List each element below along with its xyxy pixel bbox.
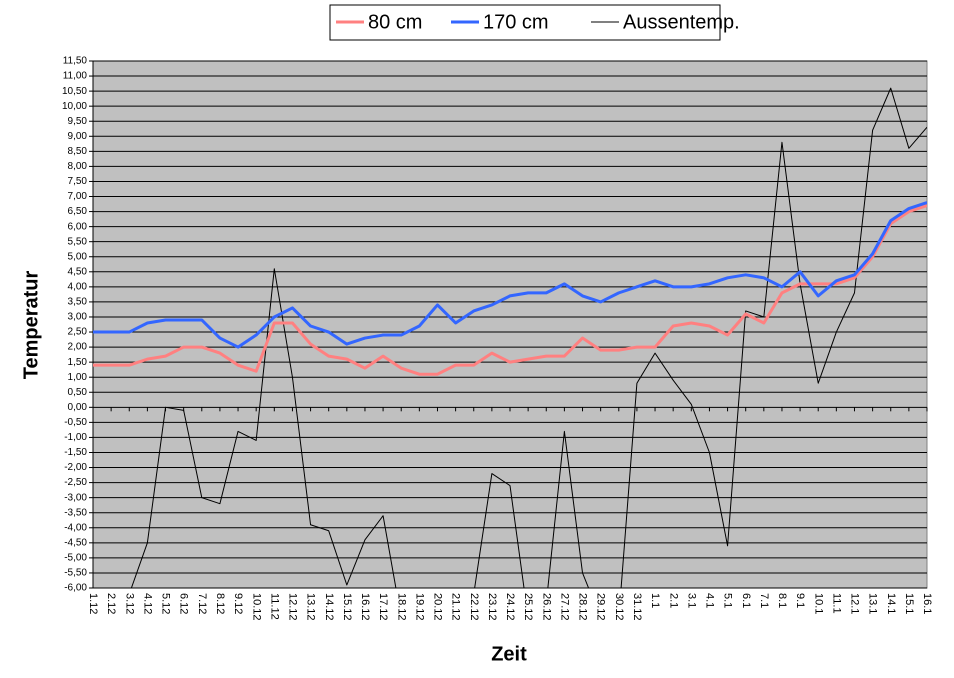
x-tick-label: 16.12	[359, 593, 371, 621]
y-tick-label: -1,50	[64, 447, 87, 458]
y-tick-label: -6,00	[64, 583, 87, 594]
y-tick-label: 8,50	[68, 146, 88, 157]
x-tick-label: 3.12	[123, 593, 135, 614]
x-tick-label: 18.12	[395, 593, 407, 621]
y-tick-label: 4,00	[68, 281, 88, 292]
x-tick-label: 6.1	[740, 593, 752, 608]
x-tick-label: 6.12	[178, 593, 190, 614]
y-tick-label: -3,00	[64, 492, 87, 503]
x-tick-label: 3.1	[685, 593, 697, 608]
series-line	[93, 204, 927, 376]
x-tick-label: 13.1	[867, 593, 879, 614]
y-tick-label: 2,00	[68, 342, 88, 353]
legend-label: Aussentemp.	[623, 11, 740, 33]
y-tick-label: 10,00	[62, 101, 87, 112]
y-tick-label: -4,50	[64, 537, 87, 548]
x-tick-label: 4.1	[704, 593, 716, 608]
x-tick-label: 24.12	[504, 593, 516, 621]
x-tick-label: 11.12	[268, 593, 280, 620]
y-tick-label: 2,50	[68, 327, 88, 338]
y-tick-label: -3,50	[64, 507, 87, 518]
y-tick-label: 7,00	[68, 191, 88, 202]
y-tick-label: 6,00	[68, 221, 88, 232]
series-line	[93, 201, 927, 349]
x-tick-label: 22.12	[468, 593, 480, 621]
x-tick-label: 7.12	[196, 593, 208, 614]
x-tick-label: 21.12	[450, 593, 462, 621]
plot-area	[92, 60, 928, 589]
y-tick-label: -4,00	[64, 522, 87, 533]
x-tick-label: 10.1	[812, 593, 824, 614]
y-tick-label: 3,00	[68, 312, 88, 323]
x-tick-label: 4.12	[141, 593, 153, 614]
y-axis-title: Temperatur	[20, 271, 42, 380]
x-tick-label: 16.1	[921, 593, 933, 614]
series-line	[130, 87, 927, 588]
y-tick-label: -2,50	[64, 477, 87, 488]
x-tick-label: 28.12	[577, 593, 589, 621]
legend-box	[329, 4, 721, 41]
x-tick-label: 11.1	[830, 593, 842, 614]
y-tick-label: 0,50	[68, 387, 88, 398]
y-tick-label: -5,00	[64, 553, 87, 564]
y-tick-label: 1,00	[68, 372, 88, 383]
y-tick-label: 11,00	[63, 71, 88, 82]
y-tick-label: -5,50	[64, 568, 87, 579]
y-tick-label: -2,00	[64, 462, 87, 473]
x-tick-label: 23.12	[486, 593, 498, 621]
legend-label: 80 cm	[368, 11, 422, 33]
x-tick-label: 13.12	[305, 593, 317, 621]
x-tick-label: 5.12	[160, 593, 172, 614]
x-tick-label: 2.1	[667, 593, 679, 608]
x-tick-label: 30.12	[613, 593, 625, 621]
x-tick-label: 9.12	[232, 593, 244, 614]
x-tick-label: 5.1	[722, 593, 734, 608]
y-tick-label: 0,00	[68, 402, 88, 413]
x-tick-label: 15.1	[903, 593, 915, 614]
x-tick-label: 8.12	[214, 593, 226, 614]
x-tick-label: 8.1	[776, 593, 788, 608]
y-tick-label: 3,50	[68, 297, 88, 308]
y-tick-label: 9,00	[68, 131, 88, 142]
x-tick-label: 31.12	[631, 593, 643, 621]
y-tick-label: 6,50	[68, 206, 88, 217]
y-tick-label: 11,50	[63, 56, 88, 67]
x-tick-label: 26.12	[540, 593, 552, 621]
y-tick-label: -1,00	[64, 432, 87, 443]
x-tick-label: 1.12	[87, 593, 99, 614]
x-tick-label: 17.12	[377, 593, 389, 621]
y-tick-label: 5,50	[68, 236, 88, 247]
x-tick-label: 12.12	[287, 593, 299, 621]
x-tick-label: 14.1	[885, 593, 897, 614]
x-tick-label: 19.12	[413, 593, 425, 621]
legend-label: 170 cm	[483, 11, 549, 33]
y-tick-label: 4,50	[68, 266, 88, 277]
y-tick-label: 1,50	[68, 357, 88, 368]
x-tick-label: 1.1	[649, 593, 661, 608]
x-tick-label: 2.12	[105, 593, 117, 614]
y-tick-label: 10,50	[62, 86, 87, 97]
x-tick-label: 10.12	[250, 593, 262, 621]
x-tick-label: 29.12	[595, 593, 607, 621]
y-tick-label: -0,50	[64, 417, 87, 428]
x-tick-label: 27.12	[558, 593, 570, 621]
x-tick-label: 7.1	[758, 593, 770, 608]
x-tick-label: 20.12	[432, 593, 444, 621]
x-tick-label: 14.12	[323, 593, 335, 621]
x-tick-label: 25.12	[522, 593, 534, 621]
y-tick-label: 9,50	[68, 116, 88, 127]
x-axis-title: Zeit	[491, 643, 527, 665]
x-tick-label: 12.1	[849, 593, 861, 614]
x-tick-label: 9.1	[794, 593, 806, 608]
y-tick-label: 5,00	[68, 251, 88, 262]
y-tick-label: 8,00	[68, 161, 88, 172]
x-tick-label: 15.12	[341, 593, 353, 621]
y-tick-label: 7,50	[68, 176, 88, 187]
